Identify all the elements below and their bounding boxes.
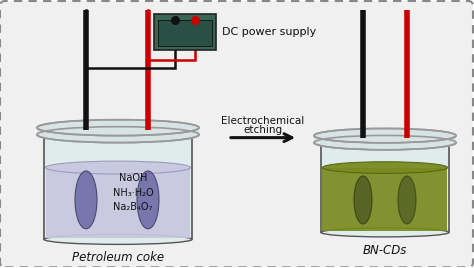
Text: etching: etching	[244, 125, 283, 135]
Polygon shape	[314, 136, 456, 143]
Ellipse shape	[322, 162, 447, 173]
Ellipse shape	[321, 228, 449, 237]
Ellipse shape	[314, 128, 456, 143]
Polygon shape	[322, 168, 447, 231]
Polygon shape	[37, 128, 199, 135]
Polygon shape	[46, 168, 191, 239]
Ellipse shape	[398, 176, 416, 224]
Ellipse shape	[44, 130, 192, 140]
Ellipse shape	[354, 176, 372, 224]
Ellipse shape	[37, 127, 199, 143]
FancyBboxPatch shape	[158, 20, 212, 46]
Text: NH₃·H₂O: NH₃·H₂O	[113, 188, 153, 198]
Text: NaOH: NaOH	[119, 173, 147, 183]
Text: Petroleum coke: Petroleum coke	[72, 251, 164, 264]
FancyBboxPatch shape	[154, 14, 216, 50]
Ellipse shape	[321, 138, 449, 147]
Ellipse shape	[37, 120, 199, 136]
Ellipse shape	[314, 135, 456, 150]
Text: Na₂B₄O₇: Na₂B₄O₇	[113, 203, 153, 213]
Ellipse shape	[46, 161, 191, 174]
Text: BN-CDs: BN-CDs	[363, 244, 407, 257]
Ellipse shape	[137, 171, 159, 229]
Ellipse shape	[44, 234, 192, 244]
Ellipse shape	[75, 171, 97, 229]
Text: Electrochemical: Electrochemical	[221, 116, 305, 126]
Polygon shape	[44, 135, 192, 239]
Text: DC power supply: DC power supply	[222, 27, 316, 37]
Polygon shape	[321, 143, 449, 232]
